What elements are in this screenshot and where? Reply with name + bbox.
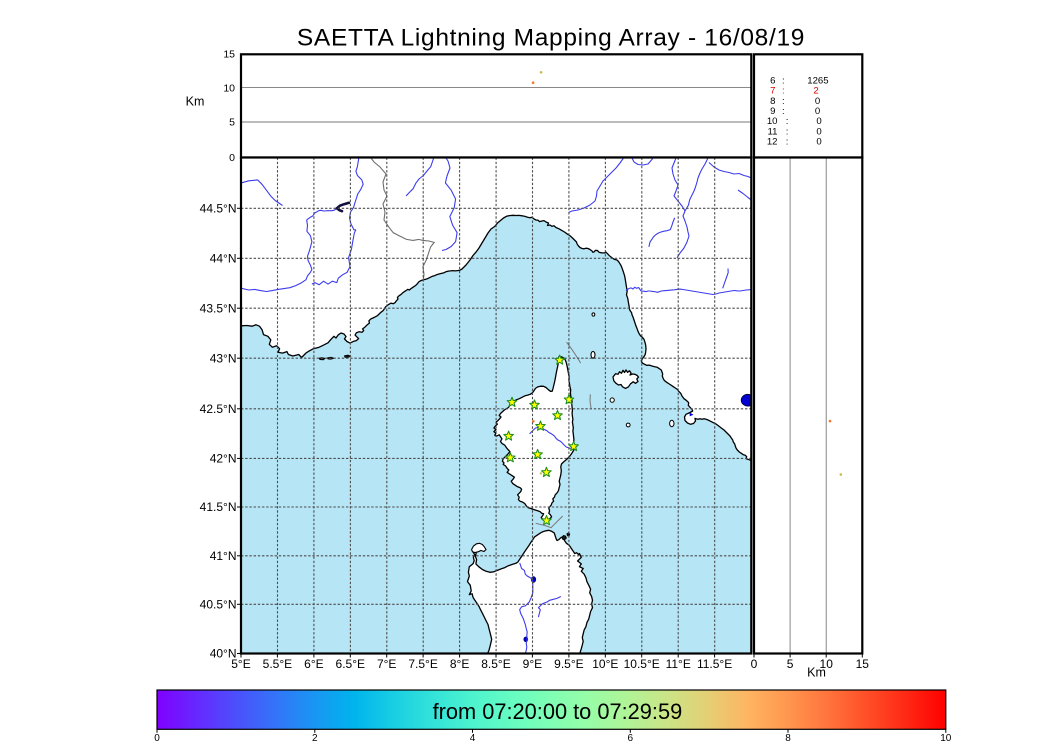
svg-text:12: 12 <box>767 137 778 148</box>
svg-text:15: 15 <box>856 657 870 671</box>
svg-text:6°E: 6°E <box>304 657 323 671</box>
svg-text:0: 0 <box>751 657 758 671</box>
svg-text:42°N: 42°N <box>210 452 237 466</box>
svg-text:41°N: 41°N <box>210 549 237 563</box>
svg-text:0: 0 <box>816 116 821 127</box>
svg-text::: : <box>782 96 785 107</box>
svg-text:4: 4 <box>470 733 476 744</box>
svg-text:8: 8 <box>785 733 791 744</box>
svg-text:1265: 1265 <box>807 75 828 86</box>
svg-text:11: 11 <box>768 126 778 137</box>
svg-text:10: 10 <box>767 116 778 127</box>
svg-text:8°E: 8°E <box>450 657 469 671</box>
svg-text:SAETTA Lightning Mapping Array: SAETTA Lightning Mapping Array - 16/08/1… <box>297 25 805 52</box>
svg-text:7.5°E: 7.5°E <box>408 657 437 671</box>
svg-text:43°N: 43°N <box>210 351 237 365</box>
svg-text:15: 15 <box>223 49 235 61</box>
svg-text:6: 6 <box>628 733 634 744</box>
svg-text::: : <box>786 137 789 148</box>
svg-text:from 07:20:00 to 07:29:59: from 07:20:00 to 07:29:59 <box>433 699 683 724</box>
svg-text:40°N: 40°N <box>210 647 237 661</box>
svg-text:41.5°N: 41.5°N <box>200 500 237 514</box>
svg-text:0: 0 <box>816 126 821 137</box>
svg-text:10: 10 <box>223 82 235 94</box>
svg-text::: : <box>786 126 789 137</box>
svg-text::: : <box>782 106 785 117</box>
svg-text:5.5°E: 5.5°E <box>263 657 292 671</box>
svg-text:40.5°N: 40.5°N <box>200 598 237 612</box>
svg-text::: : <box>782 86 785 97</box>
svg-text::: : <box>786 116 789 127</box>
svg-text:7: 7 <box>770 86 775 97</box>
svg-text:9°E: 9°E <box>523 657 542 671</box>
svg-text:44°N: 44°N <box>210 252 237 266</box>
svg-text:6: 6 <box>770 75 775 86</box>
svg-text:Km: Km <box>186 94 205 108</box>
svg-text:6.5°E: 6.5°E <box>336 657 365 671</box>
svg-text:44.5°N: 44.5°N <box>200 202 237 216</box>
svg-text:Km: Km <box>807 665 826 679</box>
svg-text:0: 0 <box>815 96 820 107</box>
svg-text:7°E: 7°E <box>377 657 396 671</box>
svg-text:0: 0 <box>815 106 820 117</box>
svg-text:5: 5 <box>229 117 235 129</box>
svg-text:5: 5 <box>787 657 794 671</box>
svg-text:2: 2 <box>312 733 318 744</box>
svg-text:43.5°N: 43.5°N <box>200 301 237 315</box>
svg-text:10.5°E: 10.5°E <box>624 657 660 671</box>
svg-text:0: 0 <box>154 733 160 744</box>
svg-text:8: 8 <box>770 96 775 107</box>
svg-text:42.5°N: 42.5°N <box>200 402 237 416</box>
svg-text:8.5°E: 8.5°E <box>481 657 510 671</box>
svg-text:0: 0 <box>816 137 821 148</box>
svg-text:9.5°E: 9.5°E <box>554 657 583 671</box>
svg-text:10: 10 <box>940 733 952 744</box>
svg-text:11.5°E: 11.5°E <box>697 657 732 671</box>
svg-text:0: 0 <box>229 152 235 164</box>
svg-text:10: 10 <box>820 657 834 671</box>
svg-text:10°E: 10°E <box>592 657 618 671</box>
svg-text:2: 2 <box>813 86 818 97</box>
svg-text:9: 9 <box>770 106 775 117</box>
svg-text:11°E: 11°E <box>666 657 691 671</box>
svg-text::: : <box>782 75 785 86</box>
svg-text:5°E: 5°E <box>231 657 250 671</box>
